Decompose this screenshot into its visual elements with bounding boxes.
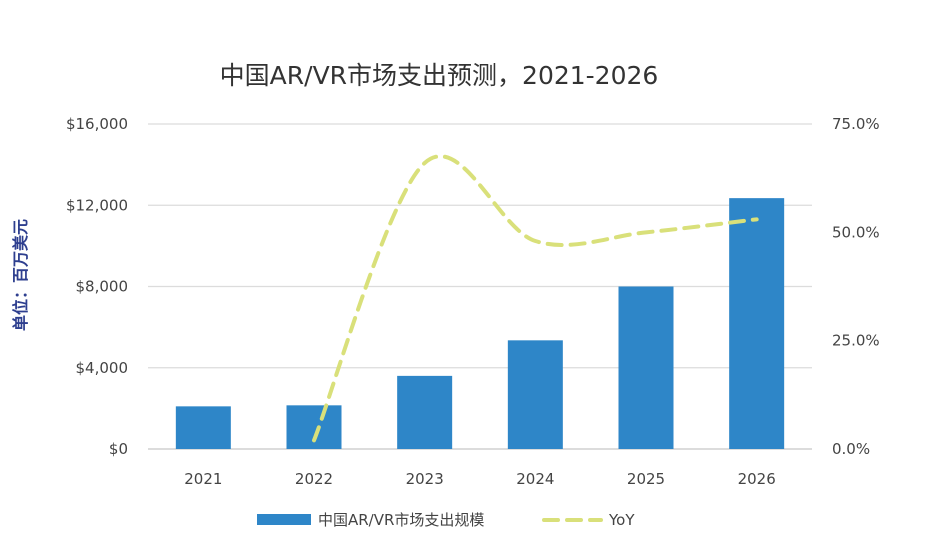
x-tick-label: 2021 xyxy=(184,470,222,488)
legend-bar-label: 中国AR/VR市场支出规模 xyxy=(318,511,484,529)
yoy-line xyxy=(312,154,759,443)
y2-tick-label: 0.0% xyxy=(832,440,870,458)
y2-tick-label: 75.0% xyxy=(832,115,880,133)
y2-tick-label: 25.0% xyxy=(832,332,880,350)
grid xyxy=(148,123,812,450)
y2-tick-label: 50.0% xyxy=(832,223,880,241)
legend-line-label: YoY xyxy=(608,511,635,529)
x-tick-label: 2026 xyxy=(738,470,776,488)
x-tick-label: 2023 xyxy=(406,470,444,488)
legend: 中国AR/VR市场支出规模 YoY xyxy=(257,511,635,529)
bar-2022 xyxy=(286,405,342,449)
bar-2025 xyxy=(618,286,674,449)
bar-2021 xyxy=(175,406,231,449)
x-tick-label: 2022 xyxy=(295,470,333,488)
legend-bar-swatch xyxy=(257,514,311,525)
x-tick-label: 2024 xyxy=(516,470,554,488)
chart-title: 中国AR/VR市场支出预测，2021-2026 xyxy=(220,61,659,90)
x-tick-label: 2025 xyxy=(627,470,665,488)
bar-2026 xyxy=(729,198,785,449)
bar-2024 xyxy=(507,340,563,449)
y-tick-label: $0 xyxy=(109,440,128,458)
y-tick-label: $16,000 xyxy=(66,115,128,133)
bars xyxy=(175,198,785,449)
y-tick-label: $4,000 xyxy=(76,359,129,377)
left-axis-ticks: $16,000 $12,000 $8,000 $4,000 $0 xyxy=(66,115,128,458)
x-axis-ticks: 2021 2022 2023 2024 2025 2026 xyxy=(184,470,776,488)
y-tick-label: $8,000 xyxy=(76,278,129,296)
right-axis-ticks: 75.0% 50.0% 25.0% 0.0% xyxy=(832,115,880,458)
bar-2023 xyxy=(397,375,453,449)
y-axis-label: 单位：百万美元 xyxy=(11,219,30,331)
y-tick-label: $12,000 xyxy=(66,196,128,214)
